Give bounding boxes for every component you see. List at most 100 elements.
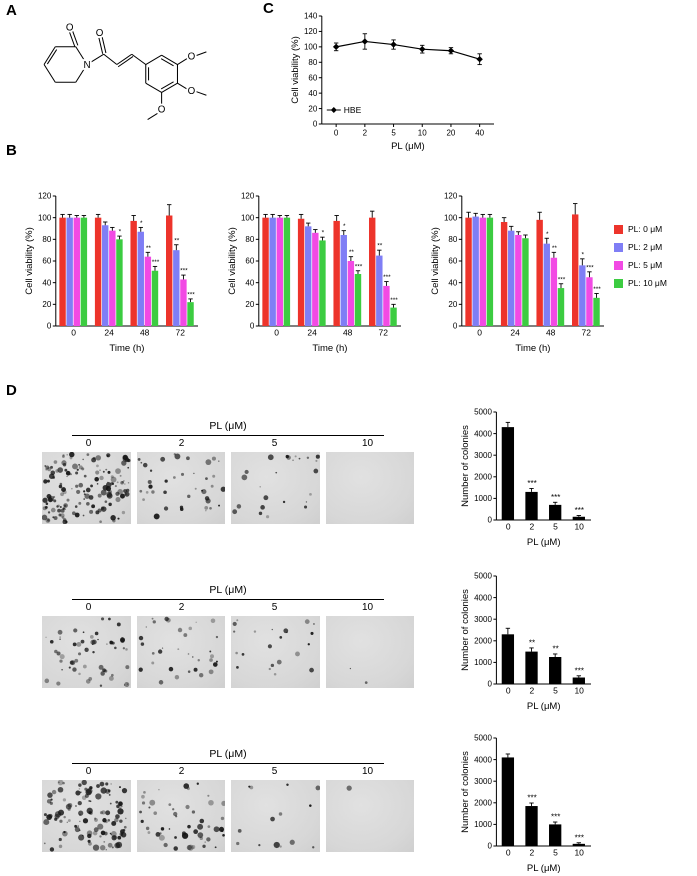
svg-text:40: 40: [475, 129, 484, 138]
colony-dose-labels-3: 0 2 5 10: [42, 766, 414, 777]
svg-text:48: 48: [140, 328, 150, 338]
colony-dots: [42, 452, 131, 524]
svg-text:**: **: [377, 243, 383, 250]
svg-text:Cell viability (%): Cell viability (%): [430, 227, 441, 295]
dose-label: 5: [271, 602, 278, 613]
svg-text:0: 0: [313, 120, 318, 129]
chart-svg: 0 20 40 60 80 100 120 Cell viability (%) Time (h…: [430, 192, 604, 354]
legend-swatch-pl0-icon: [614, 224, 623, 234]
dose-label: 10: [361, 438, 374, 449]
svg-text:**: **: [529, 638, 535, 647]
colony-count-bar-chart-3: 0 1000 2000 3000 4000 5000 Number of colonies P…: [460, 724, 595, 874]
svg-text:1000: 1000: [474, 494, 492, 503]
svg-text:20: 20: [308, 104, 317, 113]
svg-text:0: 0: [487, 842, 492, 851]
legend-label-pl5: PL: 5 μM: [628, 260, 663, 270]
svg-text:48: 48: [343, 328, 353, 338]
svg-text:48: 48: [546, 328, 556, 338]
colony-image-pl10: [325, 452, 414, 524]
header-underline-2: [71, 599, 385, 600]
svg-text:1000: 1000: [474, 658, 492, 667]
colony-dots: [232, 619, 315, 676]
panel-c-label: C: [263, 0, 274, 17]
svg-text:***: ***: [575, 506, 584, 515]
colony-assay-row-1: PL (μM) 0 2 5 10: [42, 420, 414, 524]
svg-text:5: 5: [391, 129, 396, 138]
svg-text:2000: 2000: [474, 473, 492, 482]
svg-text:Time (h): Time (h): [109, 343, 144, 354]
svg-text:***: ***: [187, 291, 195, 298]
svg-text:0: 0: [453, 322, 458, 331]
svg-text:10: 10: [418, 129, 427, 138]
svg-text:100: 100: [241, 213, 255, 222]
colony-dots: [137, 453, 225, 520]
svg-text:*: *: [343, 223, 346, 230]
svg-text:***: ***: [551, 493, 560, 502]
atom-o-amide: O: [96, 28, 104, 39]
svg-text:10: 10: [574, 522, 584, 532]
svg-text:0: 0: [487, 680, 492, 689]
dose-label: 2: [178, 438, 185, 449]
svg-text:60: 60: [42, 257, 51, 266]
svg-text:**: **: [146, 245, 152, 252]
colony-image-pl2: [136, 780, 225, 852]
svg-text:140: 140: [304, 12, 318, 21]
svg-text:Number of colonies: Number of colonies: [460, 425, 471, 507]
dose-label: 10: [361, 766, 374, 777]
svg-text:Cell viability (%): Cell viability (%): [24, 227, 35, 295]
viability-bar-chart-2: 0 20 40 60 80 100 120 Cell viability (%) Time (h…: [227, 182, 405, 354]
svg-text:80: 80: [245, 235, 254, 244]
legend-item-pl5: PL: 5 μM: [614, 260, 667, 270]
colony-image-pl0: [42, 780, 131, 852]
svg-text:5: 5: [553, 686, 558, 696]
colony-image-strip-3: [42, 780, 414, 852]
svg-text:***: ***: [383, 274, 391, 281]
legend-item-pl0: PL: 0 μM: [614, 224, 667, 234]
colony-dots: [236, 783, 320, 849]
colony-dots: [138, 616, 218, 685]
svg-text:40: 40: [308, 89, 317, 98]
svg-text:5: 5: [553, 848, 558, 858]
colony-image-pl10: [325, 616, 414, 688]
dose-label: 0: [85, 766, 92, 777]
svg-text:*: *: [582, 251, 585, 258]
svg-text:0: 0: [47, 322, 52, 331]
dose-label: 0: [85, 602, 92, 613]
atom-o-para: O: [188, 86, 196, 97]
svg-text:2: 2: [530, 522, 535, 532]
colony-image-pl5: [231, 616, 320, 688]
svg-text:***: ***: [586, 264, 594, 271]
svg-text:5000: 5000: [474, 734, 492, 743]
svg-text:***: ***: [355, 263, 363, 270]
colony-header-3: PL (μM): [209, 748, 247, 760]
colony-image-pl0: [42, 452, 131, 524]
panel-d-label: D: [6, 382, 17, 399]
svg-text:HBE: HBE: [344, 105, 362, 115]
svg-text:72: 72: [378, 328, 388, 338]
svg-text:0: 0: [506, 848, 511, 858]
svg-text:PL (μM): PL (μM): [391, 141, 425, 152]
colony-dose-labels-1: 0 2 5 10: [42, 438, 414, 449]
legend-label-pl2: PL: 2 μM: [628, 242, 663, 252]
svg-text:Time (h): Time (h): [312, 343, 347, 354]
svg-text:Cell viability (%): Cell viability (%): [227, 227, 238, 295]
viability-bar-chart-1: 0 20 40 60 80 100 120 Cell viability (%) Time (h…: [24, 182, 202, 354]
svg-text:*: *: [119, 229, 122, 236]
legend-swatch-pl2-icon: [614, 242, 623, 252]
svg-text:60: 60: [308, 73, 317, 82]
svg-text:72: 72: [175, 328, 185, 338]
colony-dose-labels-2: 0 2 5 10: [42, 602, 414, 613]
svg-text:***: ***: [527, 479, 536, 488]
legend-label-pl10: PL: 10 μM: [628, 278, 667, 288]
svg-text:***: ***: [390, 297, 398, 304]
svg-text:2: 2: [530, 686, 535, 696]
svg-text:2000: 2000: [474, 799, 492, 808]
legend-label-pl0: PL: 0 μM: [628, 224, 663, 234]
svg-text:5: 5: [553, 522, 558, 532]
svg-text:24: 24: [307, 328, 317, 338]
header-underline-1: [71, 435, 385, 436]
svg-text:4000: 4000: [474, 755, 492, 764]
colony-header-2: PL (μM): [209, 584, 247, 596]
